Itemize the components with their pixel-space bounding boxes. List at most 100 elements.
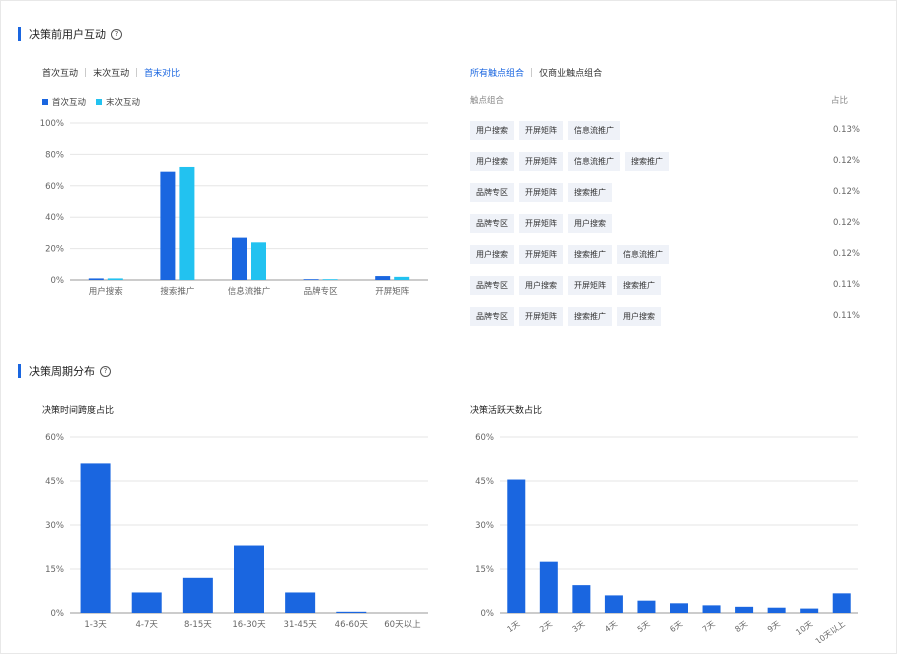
x-tick-label: 8-15天 [184,620,212,630]
bar [80,463,111,613]
section-title: 决策前用户互动 [29,28,106,41]
bar [160,171,176,280]
x-tick-label: 5天 [636,619,652,634]
interaction-mode-toggle: 首次互动 | 末次互动 | 首末对比 [42,66,181,80]
section-title: 决策周期分布 [29,365,95,378]
y-tick-label: 0% [51,609,65,619]
y-tick-label: 30% [475,521,494,531]
x-tick-label: 8天 [733,619,749,634]
combo-header-label: 触点组合 [470,96,505,106]
bar [131,592,162,613]
touchpoint-chip: 用户搜索 [470,120,514,140]
touchpoint-chip: 信息流推广 [568,120,620,140]
combo-share-value: 0.12% [832,187,860,197]
bar [182,577,213,613]
bar [232,237,247,280]
combo-row: 品牌专区 用户搜索 开屏矩阵 搜索推广 0.11% [470,275,860,295]
bar [539,561,558,613]
combo-share-value: 0.13% [832,125,860,135]
bar [285,592,316,613]
bar [637,600,656,613]
section-accent-bar [18,27,21,41]
combo-row: 品牌专区 开屏矩阵 用户搜索 0.12% [470,213,860,233]
combo-row: 品牌专区 开屏矩阵 搜索推广 用户搜索 0.11% [470,306,860,326]
y-tick-label: 60% [45,182,64,192]
touchpoint-chip: 开屏矩阵 [519,120,563,140]
legend-item-last[interactable]: 末次互动 [96,96,140,108]
bar [394,276,410,280]
x-tick-label: 2天 [538,619,554,634]
chart-legend: 首次互动 末次互动 [42,96,150,108]
y-tick-label: 100% [40,119,64,129]
y-tick-label: 60% [475,433,494,443]
bar [572,585,591,613]
toggle-separator: | [135,67,139,78]
x-tick-label: 1天 [506,619,522,634]
toggle-commercial-combos[interactable]: 仅商业触点组合 [539,69,603,79]
bar [670,603,688,613]
x-tick-label: 信息流推广 [228,286,271,297]
section-accent-bar [18,364,21,378]
touchpoint-chip: 信息流推广 [568,151,620,171]
toggle-first-interaction[interactable]: 首次互动 [42,69,79,79]
x-tick-label: 31-45天 [284,620,318,630]
bar [604,595,623,613]
touchpoint-chip: 品牌专区 [470,213,514,233]
touchpoint-chip: 信息流推广 [617,244,669,264]
x-tick-label: 9天 [766,619,782,634]
touchpoint-chip: 用户搜索 [470,151,514,171]
y-tick-label: 15% [475,565,494,575]
help-icon[interactable]: ? [111,28,122,40]
help-icon[interactable]: ? [100,365,111,377]
section-decision-interaction: 决策前用户互动 ? [18,26,122,42]
y-tick-label: 60% [45,433,64,443]
legend-item-first[interactable]: 首次互动 [42,96,86,108]
y-tick-label: 0% [51,276,65,286]
legend-swatch [42,99,48,105]
touchpoint-chip: 品牌专区 [470,182,514,202]
interaction-bar-chart: 0% 20% 40% 60% 80% 100% 用户搜索 搜索推广 信息流推广 品牌专区 开屏矩阵 [40,119,428,297]
touchpoint-chip: 开屏矩阵 [519,306,563,326]
bar [322,279,338,280]
touchpoint-chip: 搜索推广 [568,182,612,202]
touchpoint-chip: 用户搜索 [519,275,563,295]
combo-share-value: 0.12% [832,249,860,259]
toggle-last-interaction[interactable]: 末次互动 [93,69,130,79]
x-tick-label: 搜索推广 [160,286,194,297]
combo-mode-toggle: 所有触点组合 | 仅商业触点组合 [470,66,603,80]
legend-label: 末次互动 [106,98,141,108]
combo-share-value: 0.11% [832,311,860,321]
combo-share-value: 0.12% [832,218,860,228]
bar [375,276,391,280]
touchpoint-chip: 搜索推广 [568,244,612,264]
bar [303,279,319,280]
x-tick-label: 60天以上 [384,620,421,630]
y-tick-label: 45% [45,477,64,487]
bar [234,545,264,613]
bar [179,166,195,280]
toggle-all-touchpoint-combos[interactable]: 所有触点组合 [470,69,525,79]
combo-row: 用户搜索 开屏矩阵 搜索推广 信息流推广 0.12% [470,244,860,264]
toggle-first-last-compare[interactable]: 首末对比 [144,69,181,79]
touchpoint-chip: 开屏矩阵 [568,275,612,295]
x-tick-label: 用户搜索 [89,286,123,297]
y-tick-label: 30% [45,521,64,531]
touchpoint-chip: 搜索推广 [568,306,612,326]
bar [251,242,266,280]
legend-label: 首次互动 [52,98,87,108]
bar [107,278,123,280]
section-decision-cycle: 决策周期分布 ? [18,363,111,379]
y-tick-label: 80% [45,150,64,160]
x-tick-label: 10天 [794,619,814,637]
x-tick-label: 10天以上 [814,619,847,643]
combo-share-value: 0.12% [832,156,860,166]
touchpoint-chip: 搜索推广 [617,275,661,295]
x-tick-label: 46-60天 [335,620,369,630]
combo-row: 品牌专区 开屏矩阵 搜索推广 0.12% [470,182,860,202]
time-span-bar-chart: 0% 15% 30% 45% 60% 1-3天 4-7天 8-15天 16-30天 31-45天 4… [45,433,428,630]
x-tick-label: 开屏矩阵 [375,286,410,297]
y-tick-label: 0% [481,609,495,619]
touchpoint-chip: 用户搜索 [568,213,612,233]
x-tick-label: 3天 [571,619,587,634]
x-tick-label: 6天 [668,619,684,634]
